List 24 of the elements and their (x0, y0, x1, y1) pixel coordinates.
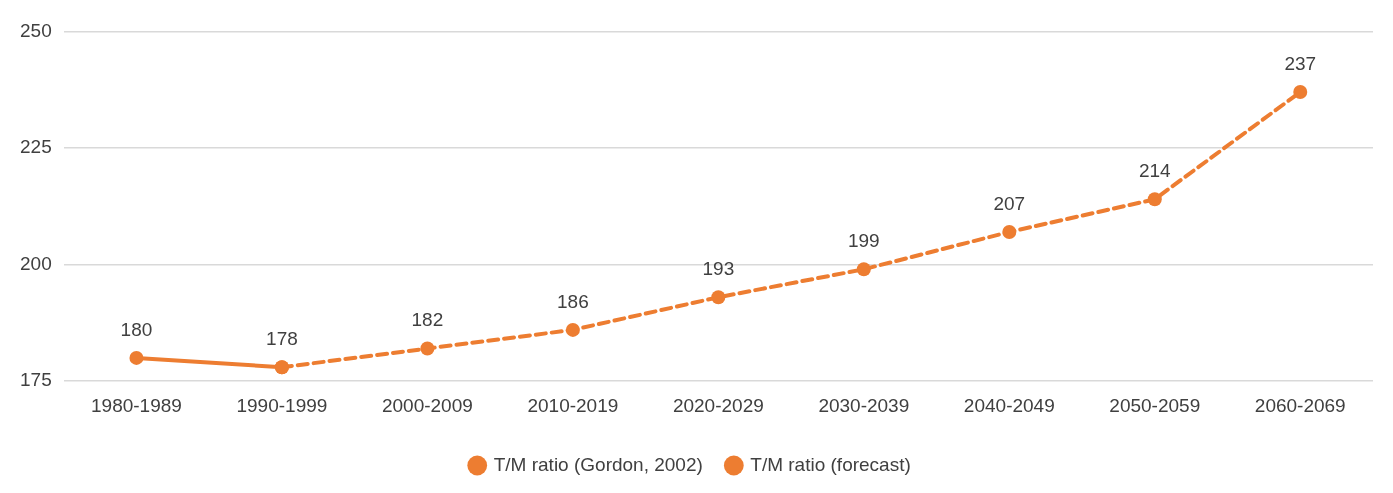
data-label: 186 (557, 290, 589, 312)
x-tick-label: 2020-2029 (672, 394, 764, 416)
legend-label: T/M ratio (forecast) (750, 453, 911, 475)
data-label: 178 (266, 327, 298, 349)
x-tick-label: 2030-2039 (818, 394, 910, 416)
y-tick-label: 250 (20, 19, 52, 41)
y-tick-label: 175 (20, 369, 52, 391)
x-tick-label: 2050-2059 (1109, 394, 1201, 416)
y-tick-label: 200 (20, 252, 52, 274)
data-label: 193 (702, 257, 735, 279)
x-tick-label: 2010-2019 (527, 394, 619, 416)
legend-label: T/M ratio (Gordon, 2002) (493, 453, 703, 475)
data-label: 214 (1138, 160, 1172, 182)
data-label: 237 (1284, 52, 1317, 74)
data-label: 207 (993, 192, 1026, 214)
x-tick-label: 2060-2069 (1254, 394, 1346, 416)
y-tick-label: 225 (20, 136, 52, 158)
data-label: 182 (411, 309, 444, 331)
data-label: 180 (120, 318, 153, 340)
x-tick-label: 1980-1989 (91, 394, 182, 416)
x-tick-label: 2000-2009 (381, 394, 473, 416)
data-label: 199 (847, 230, 880, 251)
x-tick-label: 2040-2049 (963, 394, 1055, 416)
x-tick-label: 1990-1999 (236, 394, 328, 416)
